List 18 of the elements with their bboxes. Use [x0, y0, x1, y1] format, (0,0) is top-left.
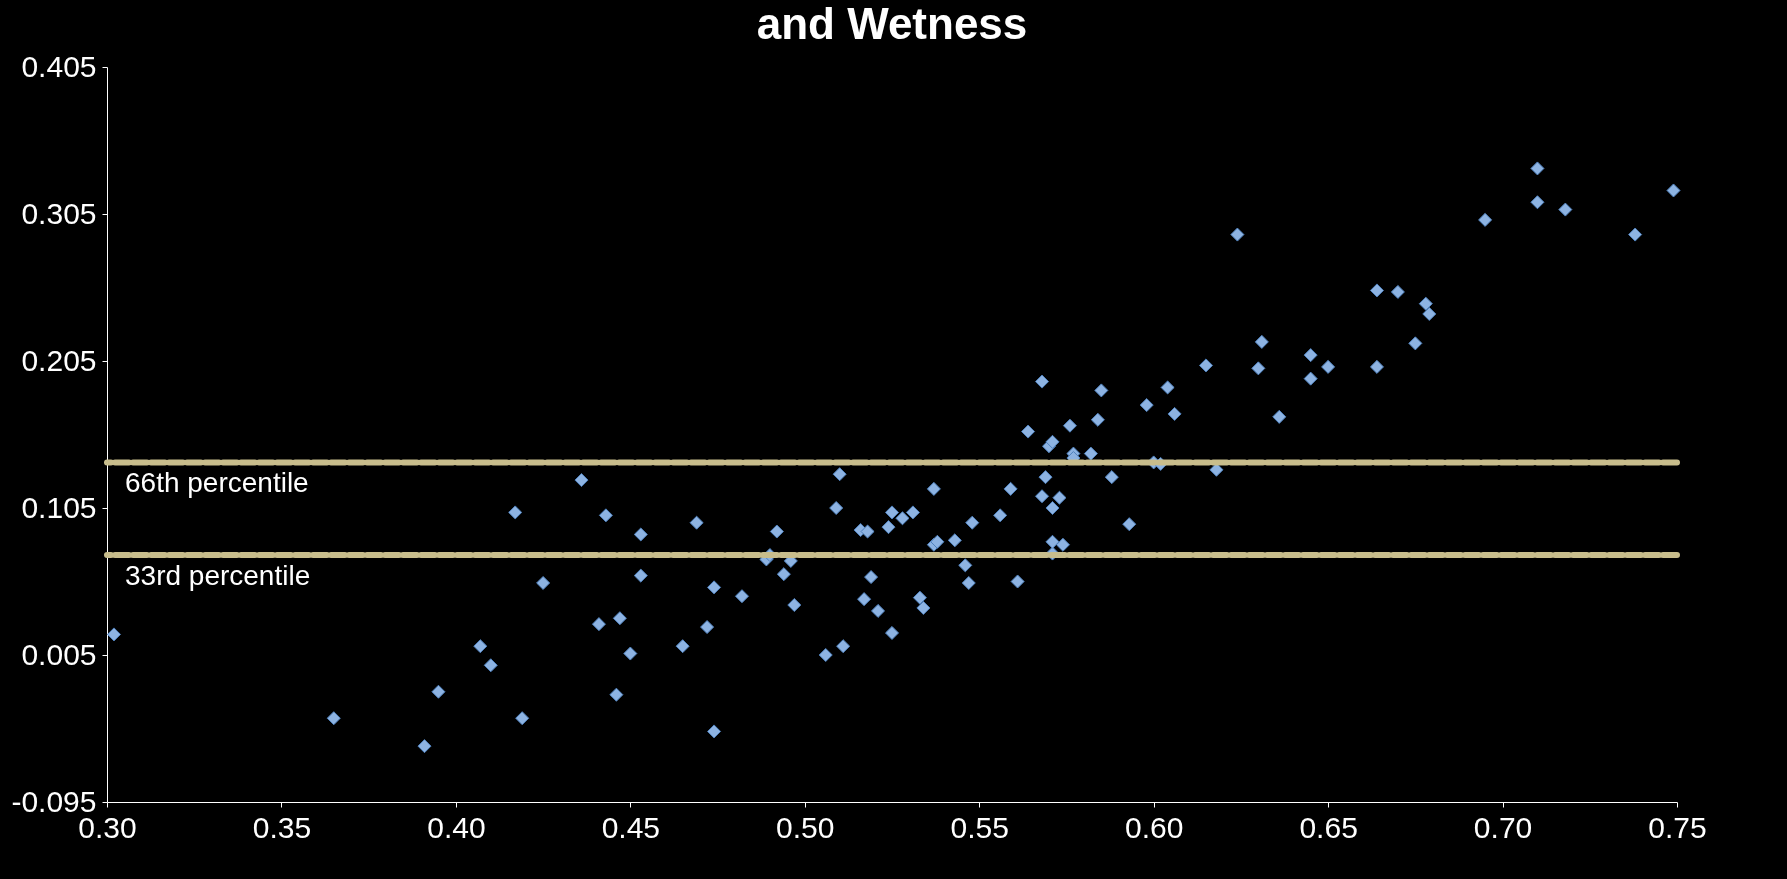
y-tick-label: 0.105 [21, 490, 97, 524]
x-tick-label: 0.55 [950, 810, 1009, 844]
y-tick-label: 0.405 [21, 49, 97, 83]
x-tick-label: 0.40 [427, 810, 486, 844]
x-tick-label: 0.50 [776, 810, 835, 844]
x-tick-label: 0.70 [1473, 810, 1533, 844]
y-tick-label: 0.305 [21, 196, 97, 230]
y-tick-label: 0.205 [21, 343, 97, 377]
x-tick-label: 0.65 [1299, 810, 1358, 844]
y-tick-label: 0.005 [21, 637, 97, 671]
x-tick-label: 0.45 [601, 810, 661, 844]
ref-line-label: 33rd percentile [125, 560, 311, 592]
x-tick-label: 0.60 [1124, 810, 1184, 844]
y-tick-label: -0.095 [11, 784, 97, 818]
ref-line-label: 66th percentile [125, 467, 309, 499]
chart-title: and Wetness [756, 0, 1028, 48]
x-tick-label: 0.35 [252, 810, 312, 844]
x-tick-label: 0.75 [1648, 810, 1707, 844]
